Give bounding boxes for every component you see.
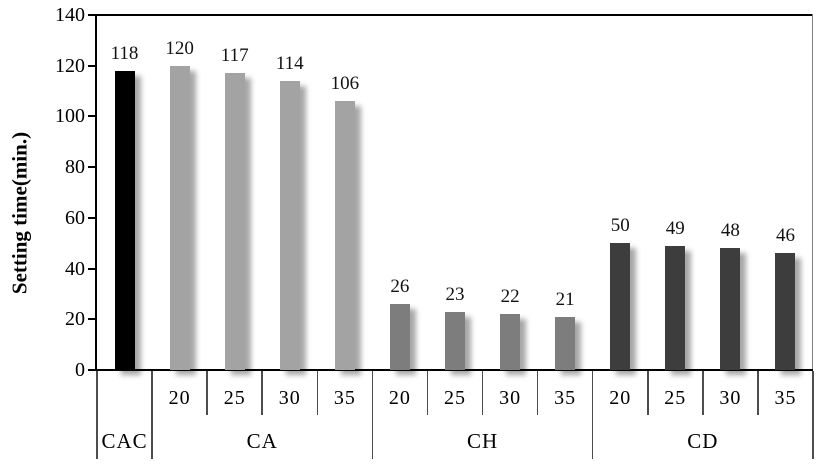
y-axis-title: Setting time(min.) [7,131,32,295]
plot-right-border [811,14,813,370]
bar-value-label: 23 [445,283,465,305]
bar [445,311,465,370]
bar [334,101,355,370]
x-axis-line [95,369,813,371]
x-tick-label: 30 [278,387,301,409]
bar [169,65,190,370]
y-tick-label: 140 [55,4,85,26]
bar [610,243,631,370]
x-tick-label: 25 [664,387,687,409]
x-tick-label: 25 [444,387,466,409]
bar [389,304,410,370]
y-tick-label: 40 [65,257,85,280]
bar-value-label: 22 [500,286,520,308]
y-tick-mark [88,115,97,118]
y-tick-mark [88,166,97,169]
bar [720,248,741,370]
x-tick-label: 20 [609,387,632,409]
bar-value-label: 120 [165,37,194,59]
group-divider-line [591,371,594,459]
y-tick-mark [88,318,97,321]
x-group-label: CA [246,429,278,453]
bar-value-label: 114 [275,52,304,74]
bar-value-label: 118 [110,42,139,64]
x-tick-label: 30 [719,387,742,409]
bar [279,80,300,370]
x-group-label: CH [466,429,499,453]
y-tick-label: 120 [55,54,85,77]
x-tick-label: 35 [554,387,577,409]
bar-value-label: 26 [390,276,410,298]
y-tick-mark [88,64,97,67]
y-tick-mark [88,216,97,219]
tick-divider-line [702,371,704,415]
bar [775,253,796,370]
x-tick-label: 20 [168,387,191,409]
x-tick-label: 25 [223,387,246,409]
bar [500,314,521,370]
group-divider-line [151,371,153,459]
group-divider-line [371,371,374,459]
plot-top-border [96,14,813,16]
y-tick-mark [88,369,97,371]
x-tick-label: 20 [388,387,411,409]
group-divider-line [96,371,98,459]
bar-value-label: 117 [220,45,249,67]
tick-divider-line [261,371,263,415]
bar-value-label: 106 [330,73,360,95]
tick-divider-line [206,371,208,415]
x-tick-label: 35 [333,387,356,409]
tick-divider-line [481,371,484,415]
bar [665,245,686,370]
tick-divider-line [757,371,759,415]
bar [224,73,245,370]
y-tick-label: 0 [75,359,85,381]
bar-value-label: 46 [775,225,795,247]
y-tick-mark [88,267,97,270]
x-group-label: CD [687,429,719,453]
bar [555,316,576,370]
tick-divider-line [647,371,649,415]
y-tick-label: 60 [65,206,85,229]
bar-value-label: 50 [610,215,630,237]
x-tick-label: 30 [499,387,522,409]
y-axis-line [95,14,97,371]
tick-divider-line [316,371,319,415]
bar-value-label: 48 [720,220,740,242]
x-group-label: CAC [101,429,148,453]
x-tick-label: 35 [774,387,797,409]
y-tick-label: 20 [65,308,85,331]
y-tick-label: 100 [55,105,85,128]
tick-divider-line [536,371,539,415]
bar-value-label: 21 [555,288,575,310]
group-divider-line [812,371,814,459]
y-tick-label: 80 [65,156,85,179]
bar-value-label: 49 [665,217,685,239]
bar [114,70,135,370]
y-tick-mark [88,14,97,16]
tick-divider-line [426,371,429,415]
